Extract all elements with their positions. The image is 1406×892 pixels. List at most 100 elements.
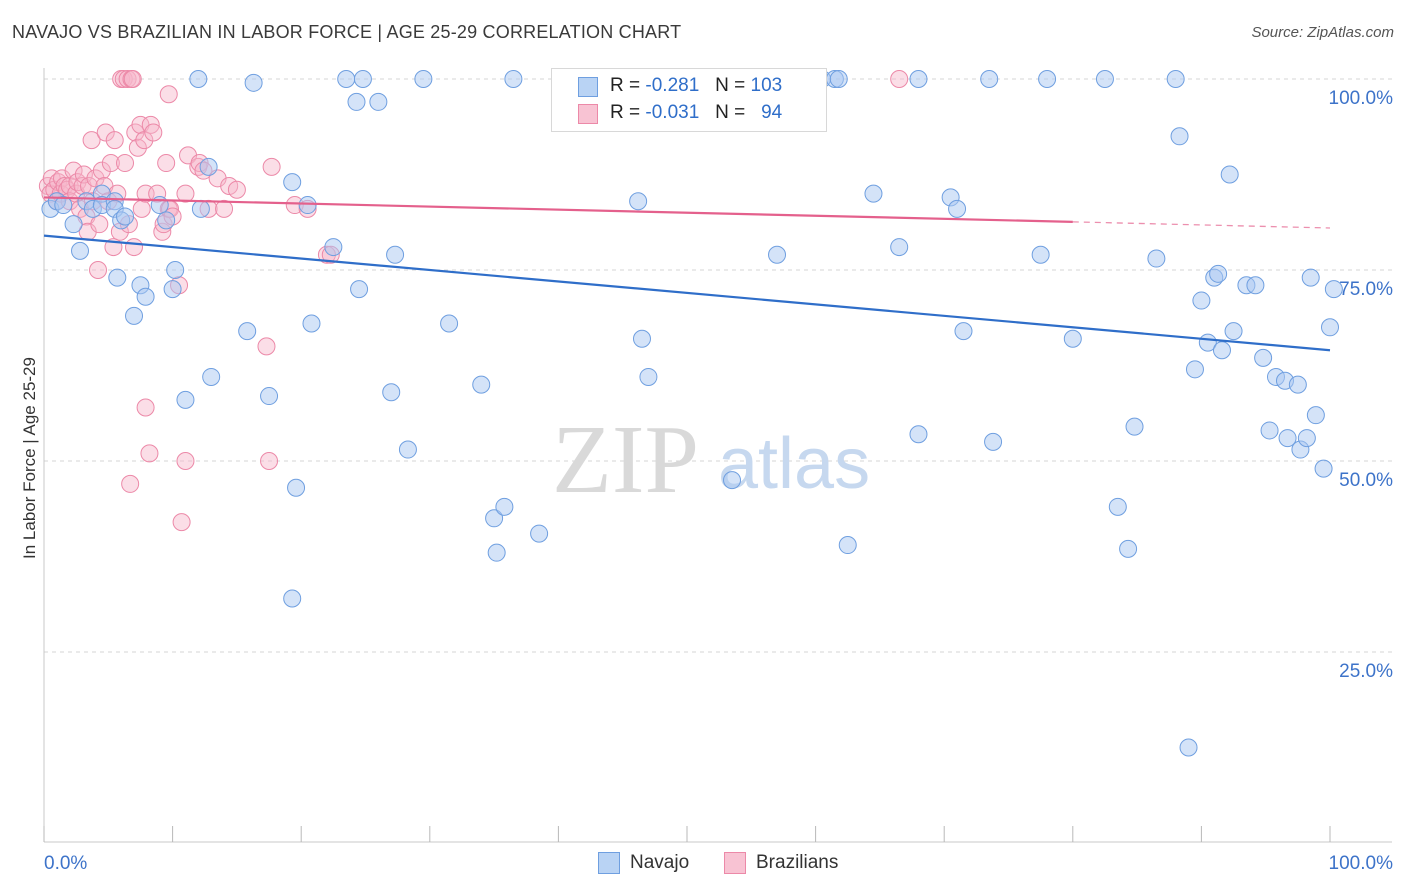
navajo-point bbox=[136, 287, 155, 306]
legend-navajo[interactable]: Navajo bbox=[598, 852, 689, 874]
navajo-point bbox=[108, 268, 127, 287]
brazilians-point bbox=[176, 184, 195, 203]
tick-label-layer: 25.0% 50.0% 75.0% 100.0% 0.0% 100.0% bbox=[44, 88, 1393, 874]
brazilians-point bbox=[260, 452, 279, 470]
navajo-point bbox=[189, 70, 208, 88]
legend-navajo-swatch bbox=[598, 852, 620, 874]
y-tick-label: 50.0% bbox=[1339, 470, 1393, 491]
brazilians-trend-extension bbox=[1072, 221, 1331, 229]
brazilians-point bbox=[82, 131, 101, 150]
brazilians-point bbox=[176, 452, 195, 470]
trend-layer bbox=[43, 196, 1331, 352]
navajo-point bbox=[287, 478, 306, 497]
navajo-point bbox=[199, 157, 218, 176]
brazilians-point bbox=[125, 238, 144, 257]
brazilians-r-label: R = bbox=[610, 102, 641, 123]
brazilians-point bbox=[96, 123, 115, 142]
brazilians-point bbox=[257, 337, 276, 356]
navajo-points bbox=[41, 70, 1343, 757]
legend-brazilians-swatch bbox=[724, 852, 746, 874]
navajo-point bbox=[1185, 360, 1204, 379]
navajo-point bbox=[485, 509, 504, 528]
brazilians-point bbox=[157, 154, 176, 173]
navajo-point bbox=[125, 306, 144, 325]
navajo-point bbox=[369, 92, 388, 111]
navajo-point bbox=[487, 543, 506, 562]
grid-layer bbox=[44, 78, 1392, 653]
navajo-point bbox=[1224, 322, 1243, 341]
brazilians-point bbox=[227, 180, 246, 199]
brazilians-point bbox=[172, 513, 191, 532]
navajo-point bbox=[157, 211, 176, 230]
brazilians-n-label: N = bbox=[715, 102, 746, 123]
x-tick-label-min: 0.0% bbox=[44, 853, 87, 874]
navajo-point bbox=[1170, 127, 1189, 146]
navajo-point bbox=[54, 196, 73, 215]
navajo-point bbox=[337, 70, 356, 88]
brazilians-point bbox=[262, 157, 281, 176]
navajo-point bbox=[64, 215, 83, 234]
y-tick-label: 100.0% bbox=[1329, 88, 1394, 109]
brazilians-point bbox=[159, 85, 178, 104]
y-axis-label: In Labor Force | Age 25-29 bbox=[20, 357, 39, 559]
legend-brazilians[interactable]: Brazilians bbox=[724, 852, 838, 874]
brazilians-swatch bbox=[578, 104, 598, 124]
navajo-point bbox=[1301, 268, 1320, 287]
brazilians-point bbox=[114, 70, 133, 88]
navajo-point bbox=[283, 589, 302, 608]
navajo-point bbox=[1278, 429, 1297, 448]
navajo-point bbox=[504, 70, 523, 88]
navajo-r-label: R = bbox=[610, 75, 641, 96]
navajo-n-label: N = bbox=[715, 75, 746, 96]
navajo-point bbox=[629, 192, 648, 211]
navajo-point bbox=[166, 261, 185, 279]
navajo-point bbox=[71, 241, 90, 260]
navajo-point bbox=[302, 314, 321, 333]
navajo-point bbox=[382, 383, 401, 402]
navajo-trend-line bbox=[43, 234, 1331, 352]
navajo-point bbox=[260, 387, 279, 406]
watermark-atlas: atlas bbox=[718, 424, 870, 504]
navajo-r-value: -0.281 bbox=[645, 75, 700, 96]
navajo-point bbox=[639, 367, 658, 386]
brazilians-point bbox=[116, 154, 135, 173]
legend-navajo-label: Navajo bbox=[630, 852, 690, 873]
navajo-point bbox=[1192, 291, 1211, 310]
navajo-swatch bbox=[578, 77, 598, 97]
brazilians-point bbox=[123, 70, 142, 88]
navajo-point bbox=[829, 70, 848, 88]
navajo-point bbox=[890, 238, 909, 257]
brazilians-n-value: 94 bbox=[761, 102, 783, 123]
navajo-point bbox=[1119, 539, 1138, 558]
navajo-point bbox=[1288, 375, 1307, 394]
navajo-point bbox=[1306, 406, 1325, 425]
brazilians-point bbox=[105, 131, 124, 150]
navajo-point bbox=[238, 322, 257, 341]
brazilians-trend-line bbox=[43, 196, 1073, 223]
legend-brazilians-label: Brazilians bbox=[756, 852, 839, 873]
brazilians-point bbox=[128, 138, 147, 157]
navajo-point bbox=[864, 184, 883, 203]
navajo-point bbox=[1321, 318, 1339, 337]
brazilians-point bbox=[89, 261, 108, 279]
brazilians-point bbox=[890, 70, 909, 88]
navajo-point bbox=[909, 425, 928, 444]
navajo-point bbox=[954, 322, 973, 341]
navajo-point bbox=[176, 390, 195, 409]
brazilians-point bbox=[118, 70, 137, 88]
navajo-point bbox=[298, 196, 317, 215]
navajo-point bbox=[723, 471, 742, 490]
brazilians-point bbox=[144, 123, 163, 142]
navajo-point bbox=[244, 73, 263, 92]
navajo-point bbox=[1179, 738, 1198, 757]
navajo-point bbox=[202, 367, 221, 386]
navajo-point bbox=[1220, 165, 1239, 184]
navajo-point bbox=[984, 432, 1003, 451]
navajo-point bbox=[1254, 348, 1273, 367]
navajo-point bbox=[347, 92, 366, 111]
navajo-point bbox=[909, 70, 928, 88]
navajo-point bbox=[472, 375, 491, 394]
chart-title: NAVAJO VS BRAZILIAN IN LABOR FORCE | AGE… bbox=[12, 22, 682, 42]
navajo-point bbox=[1038, 70, 1057, 88]
